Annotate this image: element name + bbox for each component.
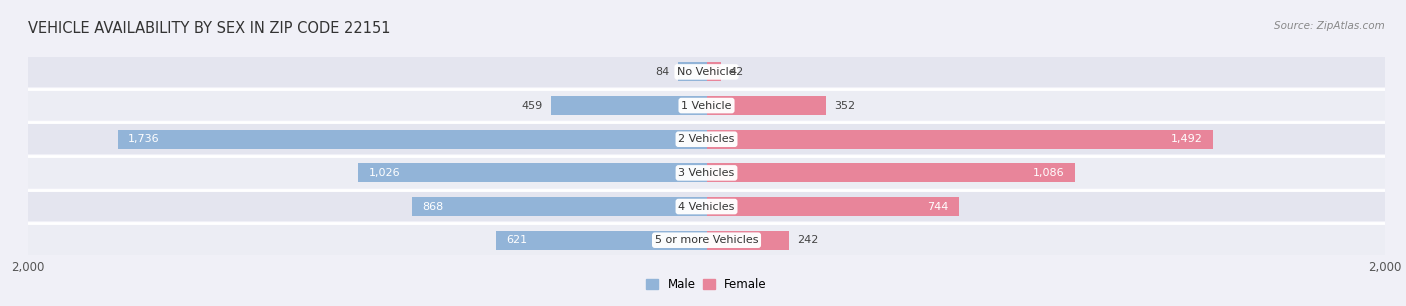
- Legend: Male, Female: Male, Female: [641, 273, 772, 296]
- Bar: [28, 226, 1385, 255]
- Text: 868: 868: [422, 202, 443, 211]
- Bar: [707, 62, 721, 81]
- Text: Source: ZipAtlas.com: Source: ZipAtlas.com: [1274, 21, 1385, 32]
- Text: No Vehicle: No Vehicle: [678, 67, 735, 77]
- Text: 352: 352: [834, 101, 855, 110]
- Bar: [412, 197, 707, 216]
- Text: VEHICLE AVAILABILITY BY SEX IN ZIP CODE 22151: VEHICLE AVAILABILITY BY SEX IN ZIP CODE …: [28, 21, 391, 36]
- Text: 2 Vehicles: 2 Vehicles: [678, 134, 735, 144]
- Text: 1,492: 1,492: [1171, 134, 1202, 144]
- Text: 1,736: 1,736: [128, 134, 159, 144]
- Text: 744: 744: [928, 202, 949, 211]
- Bar: [551, 96, 707, 115]
- Bar: [28, 158, 1385, 188]
- Bar: [28, 57, 1385, 87]
- Bar: [28, 192, 1385, 221]
- Text: 3 Vehicles: 3 Vehicles: [678, 168, 735, 178]
- Bar: [707, 163, 1074, 182]
- Bar: [359, 163, 707, 182]
- Bar: [707, 130, 1212, 149]
- Text: 621: 621: [506, 235, 527, 245]
- Bar: [118, 130, 707, 149]
- Bar: [28, 91, 1385, 120]
- Text: 42: 42: [730, 67, 744, 77]
- Text: 1,026: 1,026: [368, 168, 401, 178]
- Text: 84: 84: [655, 67, 669, 77]
- Bar: [707, 96, 825, 115]
- Text: 459: 459: [522, 101, 543, 110]
- Bar: [28, 125, 1385, 154]
- Bar: [678, 62, 707, 81]
- Text: 5 or more Vehicles: 5 or more Vehicles: [655, 235, 758, 245]
- Bar: [707, 231, 789, 250]
- Text: 1,086: 1,086: [1033, 168, 1064, 178]
- Text: 242: 242: [797, 235, 818, 245]
- Text: 4 Vehicles: 4 Vehicles: [678, 202, 735, 211]
- Bar: [496, 231, 707, 250]
- Bar: [707, 197, 959, 216]
- Text: 1 Vehicle: 1 Vehicle: [682, 101, 731, 110]
